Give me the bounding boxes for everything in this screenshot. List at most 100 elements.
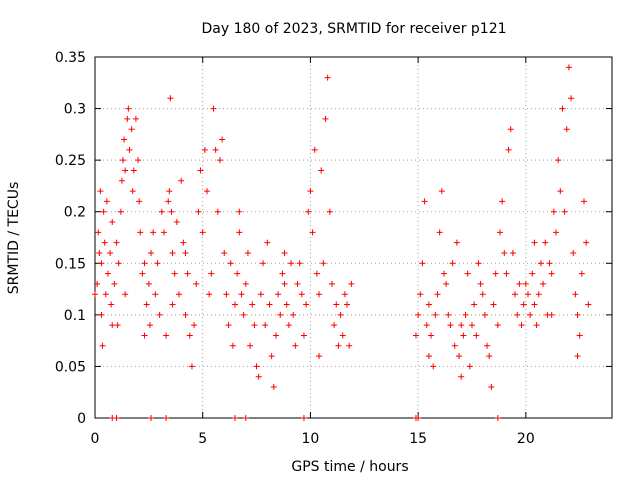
data-point [299,291,305,297]
data-point [170,302,176,308]
data-point [262,322,268,328]
data-point [185,271,191,277]
x-axis: 0 5 10 15 20 [91,57,535,447]
data-point [430,363,436,369]
data-point [282,281,288,287]
data-point [221,250,227,256]
data-point [553,229,559,235]
data-point [335,343,341,349]
data-point [118,209,124,215]
data-point [495,322,501,328]
data-point [100,343,106,349]
data-point [137,229,143,235]
data-point [202,147,208,153]
data-point [102,240,108,246]
data-point [172,271,178,277]
data-point [166,188,172,194]
data-point [310,229,316,235]
data-point [208,271,214,277]
data-point [109,219,115,225]
data-point [562,209,568,215]
data-point [103,291,109,297]
data-point [122,167,128,173]
data-point [441,271,447,277]
data-point [247,343,253,349]
data-point [92,291,98,297]
data-point [577,332,583,338]
data-point [510,250,516,256]
data-point [178,178,184,184]
data-point [540,281,546,287]
data-point [108,302,114,308]
data-point [297,260,303,266]
data-point [555,157,561,163]
data-point [426,353,432,359]
y-tick-label: 0.15 [55,256,86,272]
y-tick-label: 0.05 [55,359,86,375]
data-point [415,312,421,318]
data-point [322,116,328,122]
data-point [288,260,294,266]
data-point [105,271,111,277]
data-point [97,188,103,194]
data-point [254,363,260,369]
data-point [534,322,540,328]
data-point [301,332,307,338]
data-point [241,312,247,318]
data-point [258,291,264,297]
data-point [488,384,494,390]
data-point [549,312,555,318]
data-point [126,147,132,153]
data-point [572,291,578,297]
y-tick-label: 0.2 [64,205,86,221]
data-point [236,229,242,235]
data-point [260,260,266,266]
data-point [458,322,464,328]
y-tick-label: 0.3 [64,102,86,118]
data-point [469,322,475,328]
data-point [273,332,279,338]
data-point [471,302,477,308]
data-point [331,322,337,328]
data-point [215,209,221,215]
data-point [439,188,445,194]
data-point [516,281,522,287]
data-point [437,229,443,235]
data-point [161,229,167,235]
data-point [342,291,348,297]
data-point [269,353,275,359]
data-point [512,291,518,297]
data-point [570,250,576,256]
data-point [294,281,300,287]
data-point [182,250,188,256]
data-point [125,106,131,112]
data-point [557,188,563,194]
data-point [139,271,145,277]
data-point [346,343,352,349]
data-point [165,198,171,204]
data-point [547,260,553,266]
data-point [131,167,137,173]
x-axis-label: GPS time / hours [291,459,408,475]
data-point [142,260,148,266]
data-point [232,415,238,421]
data-point [146,281,152,287]
data-point [329,281,335,287]
srmtid-scatter-chart: Day 180 of 2023, SRMTID for receiver p12… [0,0,640,480]
data-point [109,322,115,328]
data-point [130,188,136,194]
data-point [147,322,153,328]
data-point [163,332,169,338]
data-point [521,302,527,308]
data-point [176,291,182,297]
data-point [579,271,585,277]
data-point [519,322,525,328]
data-point [206,291,212,297]
data-point [159,209,165,215]
data-point [111,281,117,287]
data-point [325,75,331,81]
data-point [286,322,292,328]
data-point [340,332,346,338]
data-point [228,260,234,266]
data-point [217,157,223,163]
